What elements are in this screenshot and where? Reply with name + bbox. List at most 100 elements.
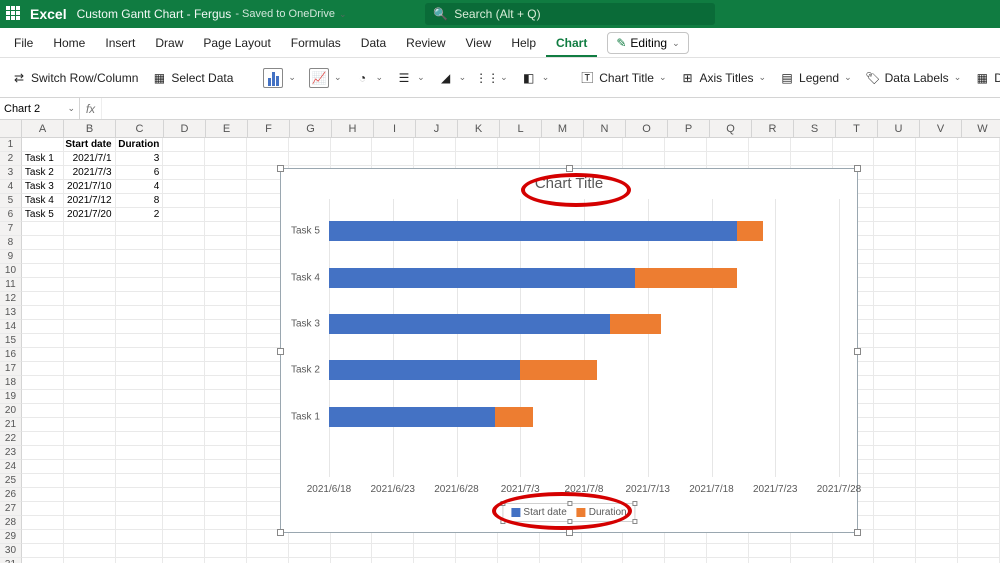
cell[interactable] <box>205 516 247 530</box>
cell[interactable] <box>163 320 205 334</box>
cell[interactable] <box>623 138 665 152</box>
cell[interactable]: 2021/7/1 <box>64 152 116 166</box>
cell[interactable]: 6 <box>116 166 164 180</box>
chart-type-other[interactable]: ◧⌄ <box>516 67 555 89</box>
column-header[interactable]: R <box>752 120 794 138</box>
row-header[interactable]: 17 <box>0 362 22 376</box>
cell[interactable] <box>540 544 582 558</box>
cell[interactable] <box>958 460 1000 474</box>
column-header[interactable]: U <box>878 120 920 138</box>
cell[interactable] <box>247 152 289 166</box>
column-header[interactable]: C <box>116 120 164 138</box>
legend-dropdown[interactable]: ▤Legend⌄ <box>774 67 857 89</box>
cell[interactable] <box>22 516 64 530</box>
cell[interactable] <box>707 558 749 563</box>
cell[interactable] <box>64 222 116 236</box>
legend-resize-handle[interactable] <box>500 519 505 524</box>
cell[interactable] <box>163 432 205 446</box>
cell[interactable] <box>116 460 164 474</box>
tab-draw[interactable]: Draw <box>145 30 193 57</box>
cell[interactable] <box>874 334 916 348</box>
cell[interactable] <box>22 278 64 292</box>
cell[interactable] <box>916 502 958 516</box>
cell[interactable] <box>874 418 916 432</box>
row-header[interactable]: 19 <box>0 390 22 404</box>
cell[interactable] <box>331 138 373 152</box>
cell[interactable] <box>289 138 331 152</box>
cell[interactable] <box>116 250 164 264</box>
cell[interactable] <box>205 194 247 208</box>
cell[interactable] <box>916 460 958 474</box>
row-header[interactable]: 10 <box>0 264 22 278</box>
cell[interactable] <box>958 348 1000 362</box>
cell[interactable] <box>64 390 116 404</box>
cell[interactable]: Duration <box>116 138 164 152</box>
cell[interactable] <box>958 530 1000 544</box>
cell[interactable] <box>916 292 958 306</box>
tab-view[interactable]: View <box>456 30 502 57</box>
cell[interactable] <box>540 138 582 152</box>
cell[interactable] <box>205 208 247 222</box>
cell[interactable] <box>64 460 116 474</box>
cell[interactable] <box>22 222 64 236</box>
cell[interactable] <box>22 292 64 306</box>
cell[interactable] <box>205 362 247 376</box>
cell[interactable] <box>916 530 958 544</box>
name-box[interactable]: Chart 2⌄ <box>0 98 80 119</box>
bar-segment-start[interactable] <box>329 314 610 334</box>
cell[interactable] <box>331 558 373 563</box>
cell[interactable] <box>582 138 624 152</box>
cell[interactable] <box>958 488 1000 502</box>
cell[interactable] <box>874 502 916 516</box>
bar-segment-start[interactable] <box>329 360 520 380</box>
cell[interactable] <box>116 404 164 418</box>
cell[interactable] <box>22 138 64 152</box>
cell[interactable] <box>916 138 958 152</box>
cell[interactable] <box>874 362 916 376</box>
cell[interactable] <box>916 306 958 320</box>
cell[interactable] <box>205 488 247 502</box>
cell[interactable] <box>205 502 247 516</box>
row-header[interactable]: 3 <box>0 166 22 180</box>
cell[interactable] <box>916 208 958 222</box>
cell[interactable] <box>707 544 749 558</box>
cell[interactable] <box>116 222 164 236</box>
legend-item[interactable]: Start date <box>511 507 566 518</box>
cell[interactable] <box>163 558 205 563</box>
cell[interactable] <box>163 194 205 208</box>
cell[interactable] <box>205 278 247 292</box>
column-header[interactable]: L <box>500 120 542 138</box>
cell[interactable] <box>116 320 164 334</box>
cell[interactable] <box>916 334 958 348</box>
cell[interactable] <box>64 306 116 320</box>
cell[interactable] <box>916 236 958 250</box>
cell[interactable] <box>64 250 116 264</box>
cell[interactable] <box>205 418 247 432</box>
column-header[interactable]: T <box>836 120 878 138</box>
cell[interactable] <box>205 236 247 250</box>
column-header[interactable]: V <box>920 120 962 138</box>
tab-chart[interactable]: Chart <box>546 30 597 57</box>
search-box[interactable]: 🔍 Search (Alt + Q) <box>425 3 715 25</box>
editing-mode-dropdown[interactable]: ✎Editing⌄ <box>607 32 688 54</box>
embedded-chart[interactable]: Chart Title 2021/6/182021/6/232021/6/282… <box>280 168 858 533</box>
cell[interactable] <box>22 418 64 432</box>
cell[interactable] <box>331 152 373 166</box>
cell[interactable] <box>116 292 164 306</box>
column-header[interactable]: B <box>64 120 116 138</box>
cell[interactable] <box>205 306 247 320</box>
cell[interactable] <box>916 250 958 264</box>
formula-bar[interactable] <box>102 98 1000 119</box>
cell[interactable] <box>916 194 958 208</box>
row-header[interactable]: 21 <box>0 418 22 432</box>
row-header[interactable]: 27 <box>0 502 22 516</box>
cell[interactable] <box>205 138 247 152</box>
column-header[interactable]: H <box>332 120 374 138</box>
cell[interactable] <box>874 530 916 544</box>
column-header[interactable]: G <box>290 120 332 138</box>
cell[interactable] <box>205 250 247 264</box>
cell[interactable] <box>916 404 958 418</box>
cell[interactable] <box>22 404 64 418</box>
cell[interactable] <box>874 516 916 530</box>
row-header[interactable]: 14 <box>0 320 22 334</box>
